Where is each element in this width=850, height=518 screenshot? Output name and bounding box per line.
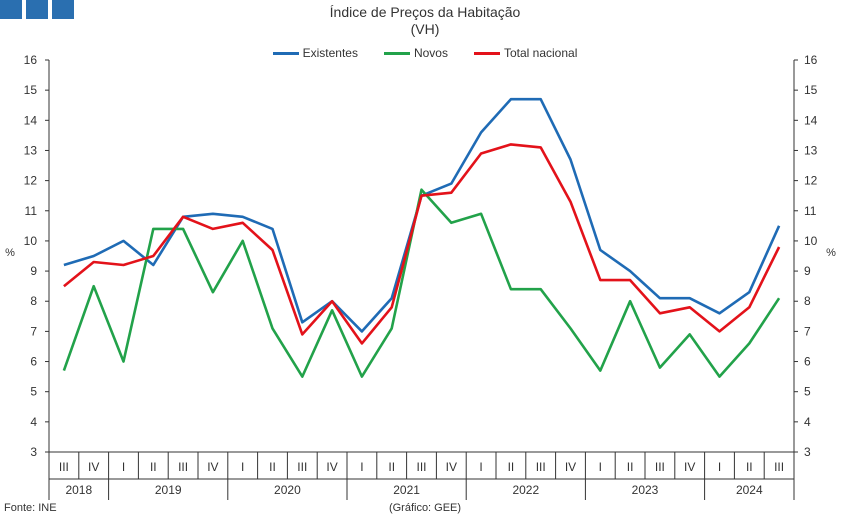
legend-label-total: Total nacional	[503, 46, 578, 60]
quarter-label: I	[360, 460, 363, 474]
quarter-label: I	[241, 460, 244, 474]
y-tick-label-right: 7	[804, 324, 811, 338]
year-label: 2022	[512, 483, 539, 497]
quarter-label: IV	[684, 460, 695, 474]
y-tick-label-left: 4	[30, 415, 37, 429]
quarter-label: I	[122, 460, 125, 474]
y-tick-label-right: 16	[804, 53, 818, 67]
legend-swatch-existentes	[272, 51, 299, 55]
quarter-label: II	[508, 460, 515, 474]
y-tick-label-right: 8	[804, 294, 811, 308]
y-tick-label-right: 9	[804, 264, 811, 278]
y-tick-label-left: 10	[24, 234, 38, 248]
chart-title: Índice de Preços da Habitação	[329, 4, 521, 20]
series-line-total-nacional	[63, 143, 781, 345]
legend-label-novos: Novos	[413, 46, 448, 60]
legend-item-total: Total nacional	[473, 46, 578, 60]
y-tick-label-right: 5	[804, 385, 811, 399]
y-tick-label-right: 12	[804, 174, 818, 188]
year-label: 2019	[155, 483, 182, 497]
year-label: 2020	[274, 483, 301, 497]
logo-square	[26, 0, 48, 19]
y-tick-label-right: 6	[804, 355, 811, 369]
legend-item-novos: Novos	[383, 46, 448, 60]
y-tick-label-right: 3	[804, 445, 811, 459]
quarter-label: II	[150, 460, 157, 474]
series-line-novos	[62, 188, 781, 378]
logo-square	[52, 0, 74, 19]
year-label: 2018	[65, 483, 92, 497]
quarter-label: III	[416, 460, 426, 474]
legend-item-existentes: Existentes	[272, 46, 358, 60]
legend: Existentes Novos Total nacional	[0, 46, 850, 60]
quarter-label: II	[746, 460, 753, 474]
quarter-label: IV	[565, 460, 576, 474]
series-line-existentes	[63, 97, 781, 333]
quarter-label: IV	[88, 460, 99, 474]
year-label: 2023	[632, 483, 659, 497]
y-tick-label-right: 4	[804, 415, 811, 429]
y-tick-label-left: 13	[24, 143, 38, 157]
legend-swatch-total	[473, 51, 500, 55]
y-tick-label-left: 12	[24, 174, 38, 188]
y-tick-label-right: 14	[804, 113, 818, 127]
y-tick-label-left: 11	[25, 204, 38, 218]
quarter-label: III	[297, 460, 307, 474]
y-axis-label-right: %	[826, 247, 836, 259]
y-tick-label-left: 6	[30, 355, 37, 369]
year-label: 2021	[393, 483, 420, 497]
y-tick-label-right: 10	[804, 234, 818, 248]
quarter-label: I	[599, 460, 602, 474]
y-tick-label-right: 15	[804, 83, 818, 97]
quarter-label: III	[774, 460, 784, 474]
quarter-label: II	[627, 460, 634, 474]
y-axis-label-left: %	[5, 247, 15, 259]
legend-swatch-novos	[383, 51, 410, 55]
quarter-label: III	[536, 460, 546, 474]
y-tick-label-left: 16	[24, 53, 38, 67]
y-tick-label-right: 11	[804, 204, 817, 218]
quarter-label: IV	[326, 460, 337, 474]
quarter-label: I	[718, 460, 721, 474]
year-label: 2024	[736, 483, 763, 497]
quarter-label: III	[59, 460, 69, 474]
legend-label-existentes: Existentes	[302, 46, 358, 60]
y-tick-label-left: 8	[30, 294, 37, 308]
logo-square	[0, 0, 22, 19]
quarter-label: I	[479, 460, 482, 474]
y-tick-label-left: 7	[30, 324, 37, 338]
source-note: Fonte: INE	[4, 502, 57, 514]
chart-subtitle: (VH)	[410, 21, 440, 37]
quarter-label: II	[388, 460, 395, 474]
y-tick-label-left: 14	[24, 113, 38, 127]
y-tick-label-left: 15	[24, 83, 38, 97]
quarter-label: III	[178, 460, 188, 474]
quarter-label: II	[269, 460, 276, 474]
quarter-label: IV	[446, 460, 457, 474]
quarter-label: IV	[207, 460, 218, 474]
y-tick-label-left: 9	[30, 264, 37, 278]
quarter-label: III	[655, 460, 665, 474]
y-tick-label-left: 5	[30, 385, 37, 399]
logo	[0, 0, 78, 19]
credit-note: (Gráfico: GEE)	[388, 502, 462, 514]
y-tick-label-left: 3	[30, 445, 37, 459]
y-tick-label-right: 13	[804, 143, 818, 157]
